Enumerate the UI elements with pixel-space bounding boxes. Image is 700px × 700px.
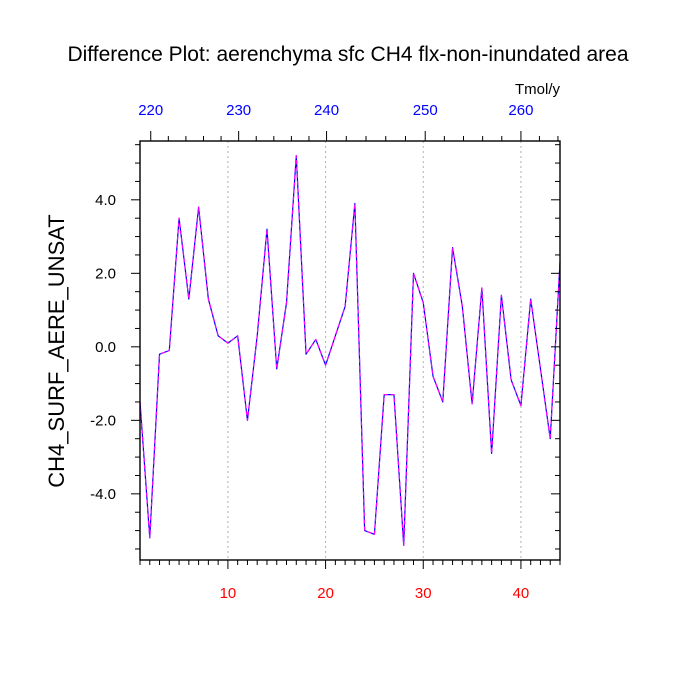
tick-labels: 10 20 30 40 220 230 240 250 260 -4.0 -2.0 0.0 2.0 4.0 — [90, 102, 533, 602]
top-tick-label: 230 — [226, 102, 251, 119]
series-line-base — [139, 155, 561, 546]
x-tick-label: 30 — [415, 585, 432, 602]
x-tick-label: 40 — [513, 585, 530, 602]
series-line — [139, 155, 561, 546]
y-axis-label: CH4_SURF_AERE_UNSAT — [44, 214, 69, 487]
x-tick-label: 20 — [317, 585, 334, 602]
x-tick-label: 10 — [220, 585, 237, 602]
y-tick-label: 2.0 — [95, 265, 116, 282]
axis-ticks — [131, 131, 561, 569]
top-tick-label: 260 — [508, 102, 533, 119]
plot-frame — [139, 140, 561, 561]
y-tick-label: -4.0 — [90, 486, 116, 503]
y-tick-label: 0.0 — [95, 339, 116, 356]
top-tick-label: 220 — [138, 102, 163, 119]
top-tick-label: 240 — [314, 102, 339, 119]
y-tick-label: -2.0 — [90, 412, 116, 429]
series-line-dash — [139, 155, 561, 546]
top-axis-title: Tmol/y — [515, 81, 561, 98]
top-tick-label: 250 — [413, 102, 438, 119]
chart-title: Difference Plot: aerenchyma sfc CH4 flx-… — [67, 43, 628, 66]
y-tick-label: 4.0 — [95, 192, 116, 209]
